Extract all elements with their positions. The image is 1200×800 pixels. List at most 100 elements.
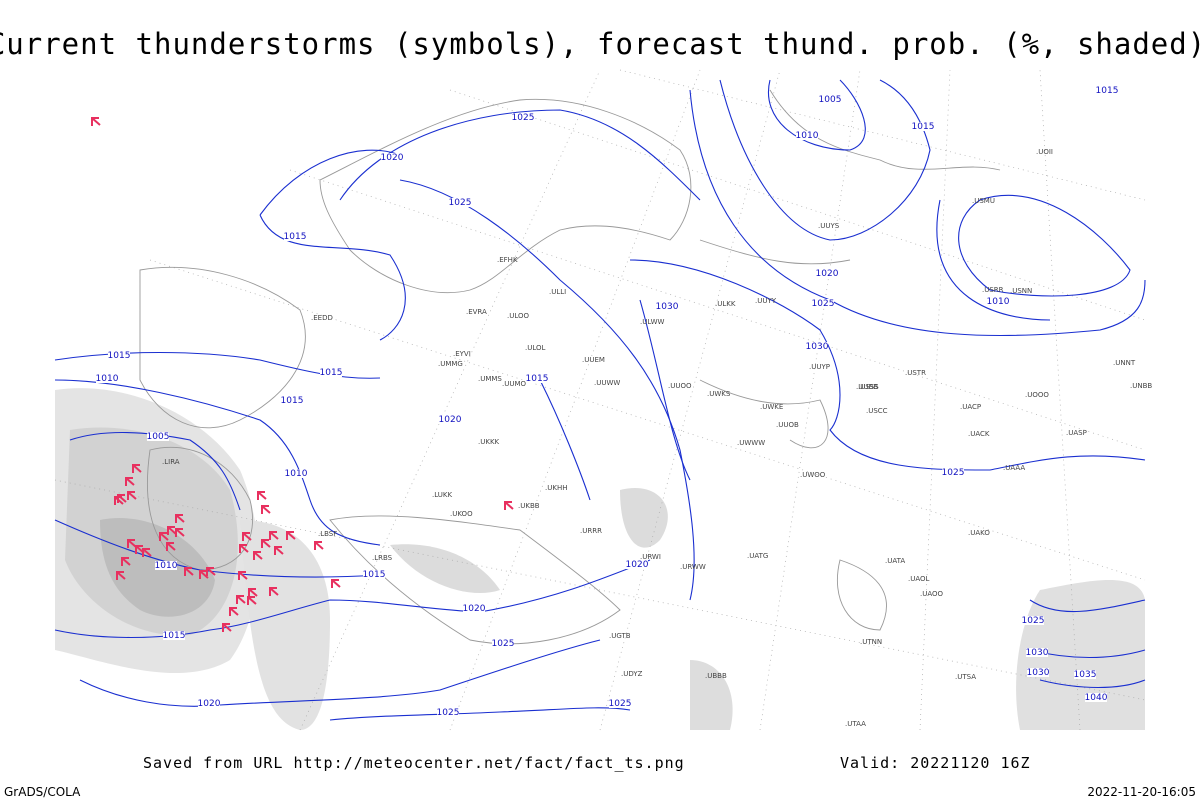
storm-symbol xyxy=(199,570,209,579)
station-label: .UUMO xyxy=(502,380,527,388)
isobar-label-bg xyxy=(1026,648,1048,657)
station-label: .UACP xyxy=(960,403,981,411)
station-label: .UBBB xyxy=(705,672,727,680)
storm-symbol xyxy=(125,477,135,486)
station-label: .UAAA xyxy=(1003,464,1025,472)
station-label: .UUWW xyxy=(594,379,620,387)
storm-symbol xyxy=(142,548,152,557)
station-label: .UAOO xyxy=(920,590,944,598)
isobar-label-bg xyxy=(155,561,177,570)
isobar-label-bg xyxy=(284,232,306,241)
station-label: .UNNT xyxy=(1113,359,1136,367)
isobar-label-bg xyxy=(942,468,964,477)
station-label: .URWW xyxy=(680,563,706,571)
isobar-label: 1035 xyxy=(1074,670,1097,680)
storm-symbol xyxy=(229,607,239,616)
isobar-label: 1020 xyxy=(198,699,221,709)
station-label: .UWKS xyxy=(707,390,731,398)
isobar-label-bg xyxy=(816,269,838,278)
station-label: .UATA xyxy=(885,557,905,565)
storm-symbol xyxy=(127,491,137,500)
storm-symbol xyxy=(239,544,249,553)
storm-symbol xyxy=(167,526,177,535)
station-label: .LIRA xyxy=(162,458,180,466)
isobar-label: 1025 xyxy=(449,198,472,208)
isobar-label-bg xyxy=(1085,693,1107,702)
isobar-label-bg xyxy=(609,699,631,708)
isobar-label-bg xyxy=(439,415,461,424)
station-label: .UTSA xyxy=(955,673,976,681)
isobar-label-bg xyxy=(108,351,130,360)
station-label: .EYVI xyxy=(453,350,471,358)
isobar-label: 1025 xyxy=(942,468,965,478)
station-label: .UKBB xyxy=(518,502,540,510)
isobar-label: 1020 xyxy=(816,269,839,279)
storm-symbol xyxy=(248,588,258,597)
storm-symbol xyxy=(247,596,257,605)
station-label: .UOII xyxy=(1036,148,1053,156)
station-label: .ULWW xyxy=(640,318,665,326)
isobar-label: 1015 xyxy=(912,122,935,132)
station-label: .UUEM xyxy=(582,356,605,364)
isobar-label-bg xyxy=(656,302,678,311)
isobar-label: 1015 xyxy=(284,232,307,242)
isobar-label: 1015 xyxy=(526,374,549,384)
storm-symbol xyxy=(91,117,101,126)
station-label: .UNBB xyxy=(1130,382,1152,390)
isobar-label: 1020 xyxy=(626,560,649,570)
storm-symbol xyxy=(166,542,176,551)
station-label: .UMMG xyxy=(438,360,463,368)
station-label: .UUYY xyxy=(755,297,777,305)
isobar-label-bg xyxy=(437,708,459,717)
isobar-label: 1015 xyxy=(108,351,131,361)
station-label: .LRBS xyxy=(372,554,393,562)
station-label: .USTR xyxy=(905,369,926,377)
map-area: 1005 1010 1015 1015 1020 1025 1025 1015 1020 1025… xyxy=(54,69,1152,731)
station-label: .UAOL xyxy=(908,575,930,583)
isobar-label: 1015 xyxy=(363,570,386,580)
station-label: .UKKK xyxy=(478,438,500,446)
isobar-label: 1020 xyxy=(381,153,404,163)
station-label: .UDYZ xyxy=(621,670,643,678)
storm-symbol xyxy=(114,496,124,505)
isobar-label-bg xyxy=(1022,616,1044,625)
station-label: .EEDD xyxy=(311,314,333,322)
station-label: .USNN xyxy=(1010,287,1032,295)
storm-symbol xyxy=(269,531,279,540)
isobar-label: 1010 xyxy=(285,469,308,479)
station-label: .ULOL xyxy=(525,344,546,352)
storm-symbol xyxy=(184,567,194,576)
storm-symbol xyxy=(253,551,263,560)
isobar-label-bg xyxy=(812,299,834,308)
storm-symbol xyxy=(206,567,216,576)
isobar-label: 1015 xyxy=(320,368,343,378)
station-label: .USSS xyxy=(858,383,879,391)
storm-symbol xyxy=(314,541,324,550)
station-label: .UWOO xyxy=(800,471,826,479)
software-credit: GrADS/COLA xyxy=(4,785,81,799)
storm-symbol xyxy=(236,595,246,604)
station-label: .UACK xyxy=(968,430,990,438)
storm-symbol xyxy=(274,546,284,555)
isobar-label: 1025 xyxy=(437,708,460,718)
isobar-label: 1010 xyxy=(796,131,819,141)
isobar-label-bg xyxy=(512,113,534,122)
storm-symbol xyxy=(331,579,341,588)
storm-symbol xyxy=(269,587,279,596)
isobar-label: 1015 xyxy=(281,396,304,406)
isobar-label-bg xyxy=(381,153,403,162)
station-label: .UUBB xyxy=(856,383,878,391)
isobar-label-bg xyxy=(819,95,841,104)
isobar-label-bg xyxy=(806,342,828,351)
storm-symbol xyxy=(504,501,514,510)
storm-symbol xyxy=(257,491,267,500)
station-label: .ULLI xyxy=(549,288,566,296)
isobar-label: 1005 xyxy=(819,95,842,105)
isobar-label-bg xyxy=(96,374,118,383)
isobar-label-bg xyxy=(463,604,485,613)
station-label: .ULOO xyxy=(507,312,530,320)
station-label: .URWI xyxy=(640,553,661,561)
isobar-label-bg xyxy=(281,396,303,405)
